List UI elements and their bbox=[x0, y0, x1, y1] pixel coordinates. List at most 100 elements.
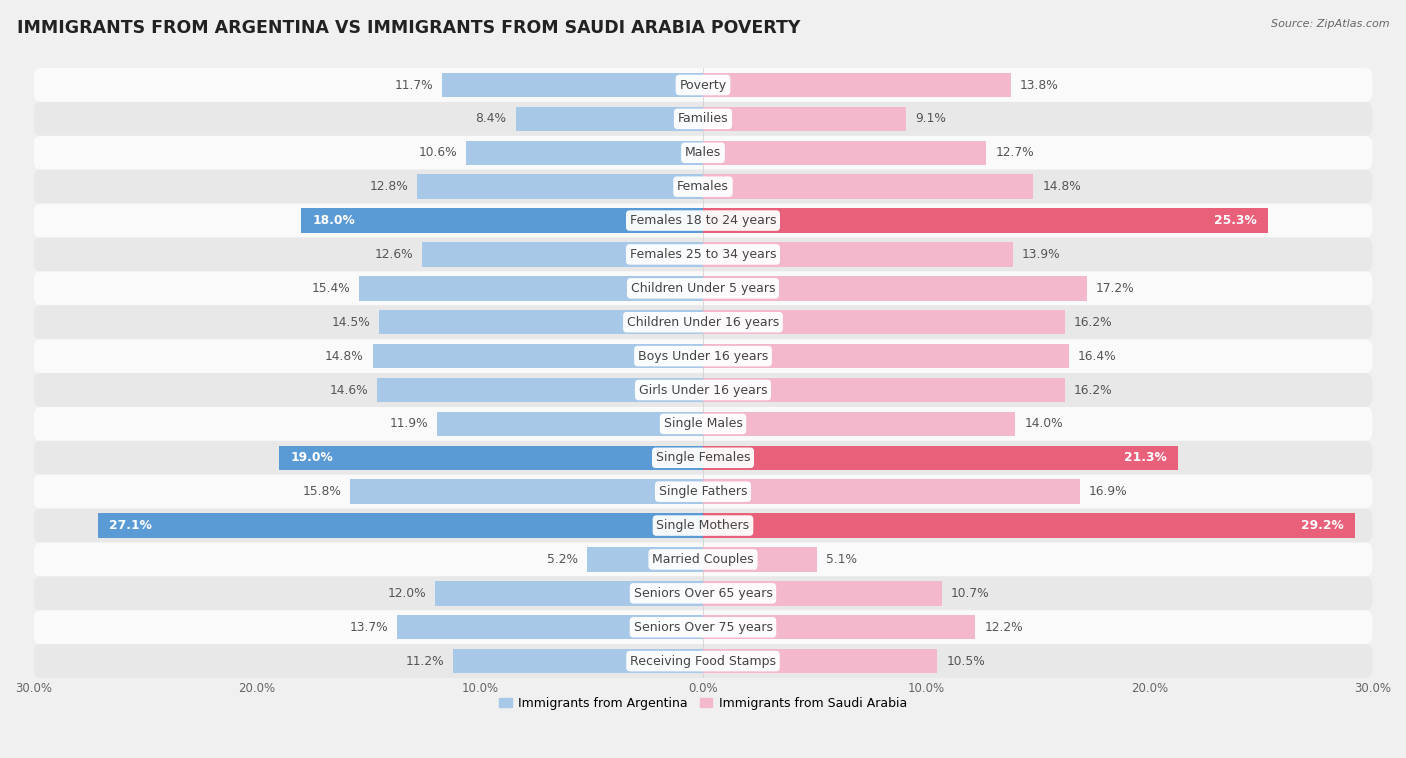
Bar bbox=[703, 480, 1080, 504]
Text: Single Males: Single Males bbox=[664, 418, 742, 431]
FancyBboxPatch shape bbox=[34, 373, 1372, 407]
Bar bbox=[350, 480, 703, 504]
Text: 16.2%: 16.2% bbox=[1073, 384, 1112, 396]
FancyBboxPatch shape bbox=[34, 441, 1372, 475]
FancyBboxPatch shape bbox=[34, 339, 1372, 373]
Text: Children Under 16 years: Children Under 16 years bbox=[627, 316, 779, 329]
Text: 10.7%: 10.7% bbox=[950, 587, 990, 600]
FancyBboxPatch shape bbox=[34, 271, 1372, 305]
Bar bbox=[703, 615, 976, 640]
Text: 25.3%: 25.3% bbox=[1213, 214, 1257, 227]
Bar bbox=[703, 513, 1354, 537]
Text: Children Under 5 years: Children Under 5 years bbox=[631, 282, 775, 295]
FancyBboxPatch shape bbox=[34, 610, 1372, 644]
Text: Girls Under 16 years: Girls Under 16 years bbox=[638, 384, 768, 396]
Text: 10.5%: 10.5% bbox=[946, 655, 986, 668]
Bar bbox=[703, 377, 1064, 402]
Text: 12.7%: 12.7% bbox=[995, 146, 1033, 159]
Text: Receiving Food Stamps: Receiving Food Stamps bbox=[630, 655, 776, 668]
FancyBboxPatch shape bbox=[34, 204, 1372, 237]
Text: 5.1%: 5.1% bbox=[825, 553, 856, 566]
Bar bbox=[422, 243, 703, 267]
FancyBboxPatch shape bbox=[34, 68, 1372, 102]
Text: Single Females: Single Females bbox=[655, 451, 751, 465]
Bar bbox=[453, 649, 703, 673]
Text: 12.2%: 12.2% bbox=[984, 621, 1022, 634]
Bar bbox=[703, 412, 1015, 436]
Text: 12.6%: 12.6% bbox=[374, 248, 413, 261]
FancyBboxPatch shape bbox=[34, 543, 1372, 576]
Text: 15.8%: 15.8% bbox=[302, 485, 342, 498]
Bar bbox=[441, 73, 703, 97]
FancyBboxPatch shape bbox=[34, 407, 1372, 441]
Text: Poverty: Poverty bbox=[679, 79, 727, 92]
Bar bbox=[516, 107, 703, 131]
Bar bbox=[467, 140, 703, 165]
Text: Seniors Over 75 years: Seniors Over 75 years bbox=[634, 621, 772, 634]
Text: Single Fathers: Single Fathers bbox=[659, 485, 747, 498]
Bar bbox=[703, 73, 1011, 97]
Bar bbox=[703, 581, 942, 606]
Text: 14.8%: 14.8% bbox=[325, 349, 364, 362]
Bar bbox=[360, 276, 703, 300]
Text: 12.0%: 12.0% bbox=[388, 587, 426, 600]
Text: 11.9%: 11.9% bbox=[389, 418, 429, 431]
FancyBboxPatch shape bbox=[34, 136, 1372, 170]
Bar bbox=[703, 276, 1087, 300]
Text: Females: Females bbox=[678, 180, 728, 193]
Text: IMMIGRANTS FROM ARGENTINA VS IMMIGRANTS FROM SAUDI ARABIA POVERTY: IMMIGRANTS FROM ARGENTINA VS IMMIGRANTS … bbox=[17, 19, 800, 37]
Bar bbox=[98, 513, 703, 537]
Bar bbox=[437, 412, 703, 436]
Legend: Immigrants from Argentina, Immigrants from Saudi Arabia: Immigrants from Argentina, Immigrants fr… bbox=[494, 691, 912, 715]
Bar bbox=[398, 615, 703, 640]
Text: Females 18 to 24 years: Females 18 to 24 years bbox=[630, 214, 776, 227]
Bar bbox=[703, 107, 905, 131]
FancyBboxPatch shape bbox=[34, 237, 1372, 271]
Text: 13.8%: 13.8% bbox=[1019, 79, 1059, 92]
Text: 13.9%: 13.9% bbox=[1022, 248, 1060, 261]
Text: Boys Under 16 years: Boys Under 16 years bbox=[638, 349, 768, 362]
Text: 19.0%: 19.0% bbox=[290, 451, 333, 465]
Bar bbox=[301, 208, 703, 233]
Text: 18.0%: 18.0% bbox=[312, 214, 356, 227]
Bar bbox=[703, 446, 1178, 470]
Text: 21.3%: 21.3% bbox=[1125, 451, 1167, 465]
Text: 16.2%: 16.2% bbox=[1073, 316, 1112, 329]
Text: 15.4%: 15.4% bbox=[312, 282, 350, 295]
Bar bbox=[373, 344, 703, 368]
Bar bbox=[703, 649, 938, 673]
Text: 11.2%: 11.2% bbox=[405, 655, 444, 668]
Text: 16.4%: 16.4% bbox=[1078, 349, 1116, 362]
Text: Males: Males bbox=[685, 146, 721, 159]
FancyBboxPatch shape bbox=[34, 475, 1372, 509]
Text: 10.6%: 10.6% bbox=[419, 146, 457, 159]
Bar bbox=[380, 310, 703, 334]
Text: 27.1%: 27.1% bbox=[110, 519, 152, 532]
Text: Females 25 to 34 years: Females 25 to 34 years bbox=[630, 248, 776, 261]
Bar bbox=[703, 140, 987, 165]
Text: Source: ZipAtlas.com: Source: ZipAtlas.com bbox=[1271, 19, 1389, 29]
Bar bbox=[436, 581, 703, 606]
Bar bbox=[703, 243, 1014, 267]
Text: 12.8%: 12.8% bbox=[370, 180, 408, 193]
Text: 9.1%: 9.1% bbox=[915, 112, 946, 125]
Text: 14.6%: 14.6% bbox=[329, 384, 368, 396]
Text: Families: Families bbox=[678, 112, 728, 125]
Bar bbox=[377, 377, 703, 402]
Bar bbox=[703, 174, 1033, 199]
Bar bbox=[703, 547, 817, 572]
FancyBboxPatch shape bbox=[34, 170, 1372, 204]
Bar bbox=[278, 446, 703, 470]
Text: 14.5%: 14.5% bbox=[332, 316, 371, 329]
Bar bbox=[703, 344, 1069, 368]
FancyBboxPatch shape bbox=[34, 576, 1372, 610]
Bar bbox=[703, 208, 1268, 233]
FancyBboxPatch shape bbox=[34, 644, 1372, 678]
Text: 17.2%: 17.2% bbox=[1095, 282, 1135, 295]
FancyBboxPatch shape bbox=[34, 509, 1372, 543]
Text: Seniors Over 65 years: Seniors Over 65 years bbox=[634, 587, 772, 600]
Text: 14.8%: 14.8% bbox=[1042, 180, 1081, 193]
Bar bbox=[418, 174, 703, 199]
Text: 8.4%: 8.4% bbox=[475, 112, 506, 125]
Text: 16.9%: 16.9% bbox=[1090, 485, 1128, 498]
